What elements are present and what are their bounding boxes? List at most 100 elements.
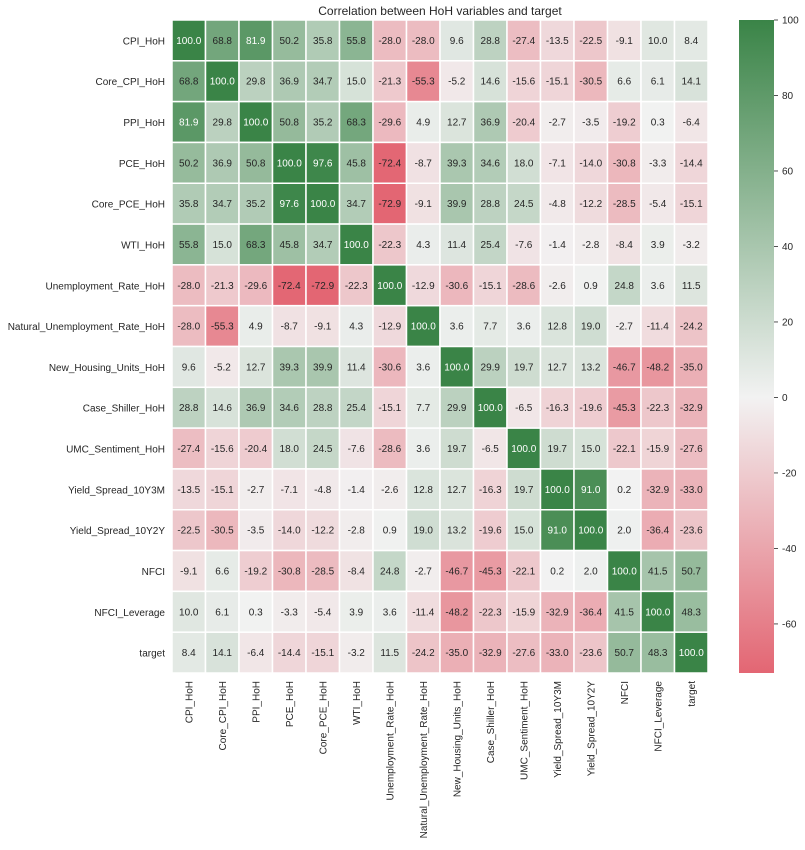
cell-value-label: -28.6	[512, 281, 535, 292]
cell-value-label: 35.2	[246, 199, 266, 210]
colorbar-tick-label: 40	[782, 242, 794, 253]
cell-value-label: 19.7	[514, 362, 534, 373]
cell-value-label: 3.6	[450, 322, 464, 333]
cell-value-label: -21.3	[211, 281, 234, 292]
heatmap-cell	[640, 304, 676, 348]
cell-value-label: -27.4	[512, 36, 535, 47]
heatmap-cell	[171, 223, 207, 266]
heatmap-cell	[405, 304, 441, 348]
x-tick-label: NFCI	[620, 681, 631, 704]
cell-value-label: -19.6	[479, 526, 502, 537]
y-tick-label: Natural_Unemployment_Rate_HoH	[8, 322, 165, 333]
heatmap-cell	[305, 509, 341, 552]
heatmap-cell	[472, 19, 508, 62]
cell-value-label: 2.0	[617, 526, 631, 537]
cell-value-label: 19.7	[514, 485, 534, 496]
cell-value-label: 29.8	[213, 118, 233, 129]
cell-value-label: -14.0	[278, 526, 301, 537]
heatmap-cell	[204, 509, 240, 552]
cell-value-label: 25.4	[347, 403, 367, 414]
cell-value-label: -35.0	[680, 362, 703, 373]
cell-value-label: -32.9	[646, 485, 669, 496]
heatmap-cell	[439, 223, 475, 266]
cell-value-label: -8.4	[348, 566, 366, 577]
x-tick-label: CPI_HoH	[184, 681, 195, 723]
cell-value-label: 2.0	[584, 566, 598, 577]
cell-value-label: -33.0	[680, 485, 703, 496]
cell-value-label: -72.9	[378, 199, 401, 210]
cell-value-label: -5.4	[314, 607, 332, 618]
cell-value-label: 50.7	[615, 648, 635, 659]
cell-value-label: 11.5	[380, 648, 399, 659]
cell-value-label: -12.9	[378, 322, 401, 333]
cell-value-label: -6.5	[515, 403, 533, 414]
y-tick-label: CPI_HoH	[123, 36, 165, 47]
heatmap-cell	[439, 304, 475, 348]
cell-value-label: -4.8	[314, 485, 332, 496]
cell-value-label: -22.1	[613, 444, 636, 455]
cell-value-label: -22.5	[579, 36, 602, 47]
cell-value-label: 28.8	[481, 199, 501, 210]
cell-value-label: -36.4	[646, 526, 669, 537]
heatmap-cells	[171, 19, 709, 674]
heatmap-cell	[506, 468, 542, 511]
cell-value-label: -4.8	[549, 199, 567, 210]
heatmap-cell	[338, 264, 374, 307]
cell-value-label: 18.0	[514, 158, 534, 169]
cell-value-label: 68.8	[213, 36, 233, 47]
colorbar: -60 -40 -20 0 20 40 60 80 100	[739, 16, 799, 673]
cell-value-label: -8.7	[281, 322, 299, 333]
heatmap-cell	[305, 141, 341, 184]
colorbar-tick-label: -60	[782, 619, 797, 630]
heatmap-cell	[171, 590, 207, 633]
cell-value-label: 50.7	[682, 566, 702, 577]
heatmap-cell	[338, 386, 374, 429]
cell-value-label: -72.9	[311, 281, 334, 292]
cell-value-label: 91.0	[548, 526, 568, 537]
cell-value-label: -5.2	[214, 362, 232, 373]
cell-value-label: 39.9	[313, 362, 333, 373]
cell-value-label: -12.2	[579, 199, 602, 210]
cell-value-label: -5.4	[649, 199, 667, 210]
cell-value-label: 19.7	[548, 444, 568, 455]
cell-value-label: 11.5	[682, 281, 701, 292]
cell-value-label: 10.0	[179, 607, 199, 618]
cell-value-label: -19.2	[613, 118, 636, 129]
cell-value-label: -2.7	[415, 566, 433, 577]
cell-value-label: 11.4	[347, 362, 366, 373]
cell-value-label: 34.7	[313, 77, 333, 88]
cell-value-label: 29.9	[481, 362, 501, 373]
cell-value-label: -22.5	[177, 526, 200, 537]
cell-value-label: -15.9	[646, 444, 669, 455]
cell-value-label: 0.9	[383, 526, 397, 537]
heatmap-cell	[506, 182, 542, 225]
heatmap-cell	[271, 549, 307, 593]
cell-value-label: -22.3	[345, 281, 368, 292]
heatmap-cell	[271, 345, 307, 389]
cell-value-label: 50.2	[280, 36, 300, 47]
cell-value-label: -27.6	[680, 444, 703, 455]
heatmap-cell	[405, 141, 441, 184]
cell-value-label: 19.0	[581, 322, 601, 333]
cell-value-label: -2.8	[582, 240, 600, 251]
cell-value-label: 13.2	[581, 362, 601, 373]
cell-value-label: -2.7	[549, 118, 567, 129]
cell-value-label: 8.4	[684, 36, 698, 47]
cell-value-label: -2.7	[247, 485, 265, 496]
heatmap-cell	[539, 590, 575, 633]
heatmap-cell	[204, 182, 240, 225]
cell-value-label: -72.4	[278, 281, 301, 292]
cell-value-label: 45.8	[280, 240, 300, 251]
heatmap-cell	[338, 19, 374, 62]
cell-value-label: 100.0	[377, 281, 402, 292]
cell-value-label: 45.8	[347, 158, 367, 169]
heatmap-cell	[606, 509, 642, 552]
cell-value-label: -15.6	[211, 444, 234, 455]
heatmap-cell	[673, 223, 709, 266]
heatmap-cell	[305, 386, 341, 429]
heatmap-cell	[539, 468, 575, 511]
y-tick-label: NFCI	[142, 567, 165, 578]
cell-value-label: 12.7	[447, 485, 467, 496]
heatmap-cell	[338, 631, 374, 674]
colorbar-tick-label: 100	[782, 16, 799, 27]
